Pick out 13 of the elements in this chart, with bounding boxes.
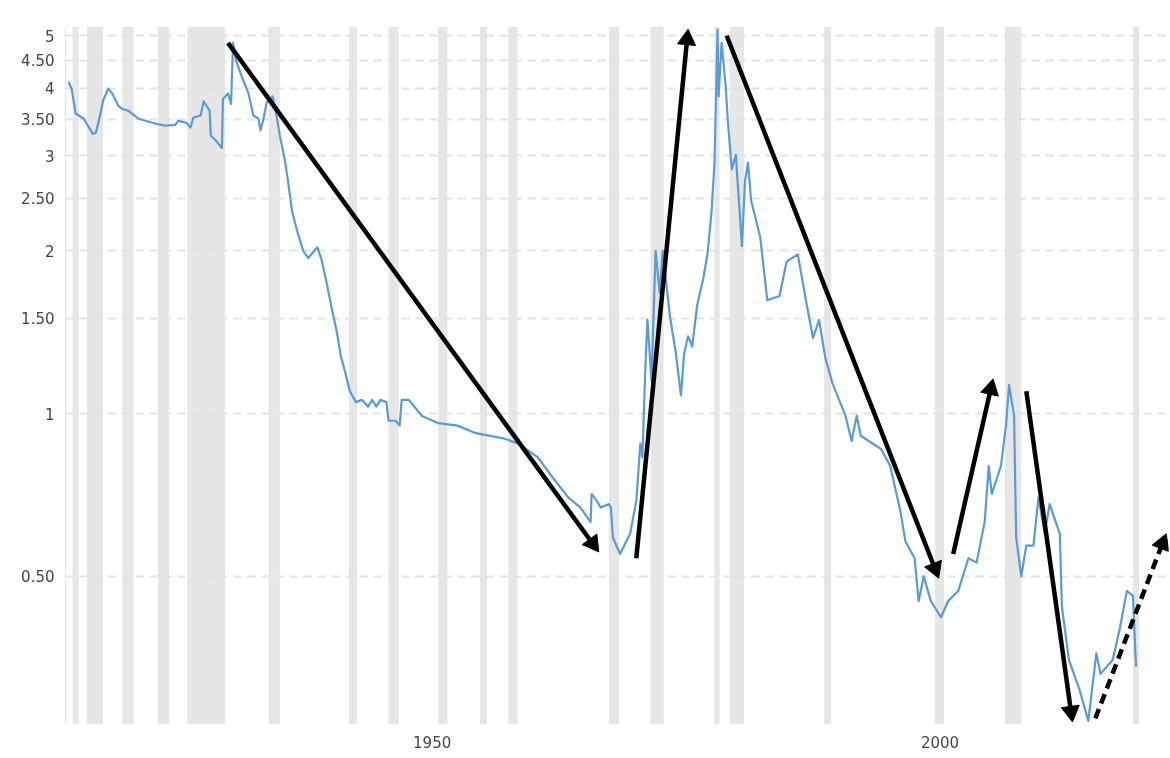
y-tick-label: 1.50: [21, 310, 55, 329]
y-tick-label: 5: [44, 27, 55, 46]
x-tick-label: 2000: [920, 733, 960, 752]
y-tick-label: 0.50: [21, 568, 55, 587]
y-tick-label: 3: [44, 147, 55, 166]
y-tick-label: 1: [44, 405, 55, 424]
y-tick-label: 4: [44, 80, 55, 99]
y-tick-label: 4.50: [21, 52, 55, 71]
line-series: [67, 28, 1138, 723]
y-tick-label: 2: [44, 242, 55, 261]
x-tick-label: 1950: [413, 733, 452, 752]
y-tick-label: 3.50: [21, 111, 55, 130]
y-tick-label: 2.50: [21, 190, 55, 209]
